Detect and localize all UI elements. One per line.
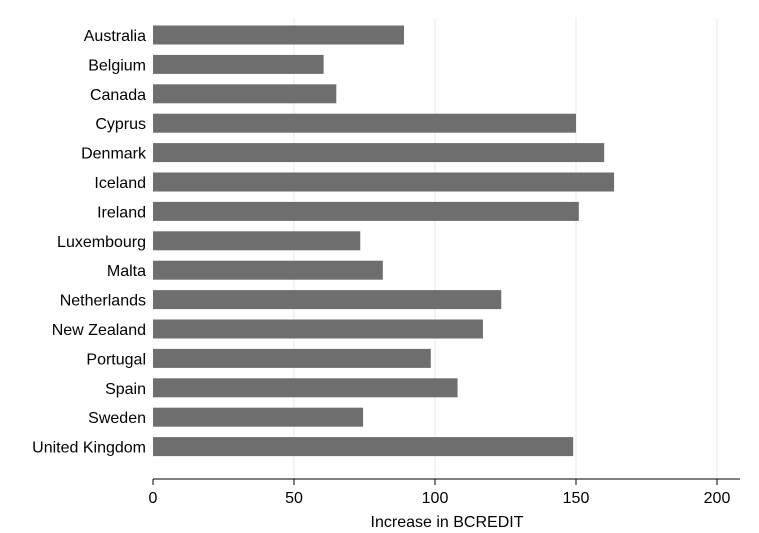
x-tick-label: 0 bbox=[149, 490, 158, 507]
category-label: Denmark bbox=[81, 146, 147, 163]
category-label: New Zealand bbox=[52, 322, 146, 339]
category-labels: Australia Belgium Canada Cyprus Denmark Icela… bbox=[32, 28, 147, 457]
category-label: Ireland bbox=[97, 204, 146, 221]
bar-cyprus bbox=[153, 113, 576, 133]
x-tick-label: 200 bbox=[704, 490, 731, 507]
category-label: Spain bbox=[105, 381, 146, 398]
category-label: Belgium bbox=[88, 57, 146, 74]
x-axis-title: Increase in BCREDIT bbox=[371, 514, 524, 531]
bars bbox=[153, 25, 615, 457]
x-tick-label: 100 bbox=[422, 490, 449, 507]
x-tick-label: 150 bbox=[563, 490, 590, 507]
category-label: Luxembourg bbox=[57, 234, 146, 251]
bar-malta bbox=[153, 260, 383, 280]
category-label: Portugal bbox=[86, 351, 146, 368]
bar-sweden bbox=[153, 407, 364, 427]
category-label: Netherlands bbox=[60, 293, 146, 310]
category-label: Iceland bbox=[94, 175, 146, 192]
bar-canada bbox=[153, 84, 337, 104]
category-label: Cyprus bbox=[95, 116, 146, 133]
category-label: United Kingdom bbox=[32, 440, 146, 457]
bar-australia bbox=[153, 25, 404, 45]
x-tick-label: 50 bbox=[285, 490, 303, 507]
category-label: Sweden bbox=[88, 410, 146, 427]
category-label: Canada bbox=[90, 87, 146, 104]
bar-portugal bbox=[153, 348, 431, 368]
x-axis-ticks: 0 50 100 150 200 bbox=[149, 479, 731, 507]
category-label: Malta bbox=[107, 263, 146, 280]
bar-iceland bbox=[153, 172, 615, 192]
bar-ireland bbox=[153, 201, 579, 221]
bar-luxembourg bbox=[153, 231, 361, 251]
bar-netherlands bbox=[153, 290, 502, 310]
bar-spain bbox=[153, 378, 458, 398]
bar-new-zealand bbox=[153, 319, 483, 339]
bar-belgium bbox=[153, 54, 324, 74]
bar-united-kingdom bbox=[153, 437, 574, 457]
bar-denmark bbox=[153, 143, 605, 163]
category-label: Australia bbox=[84, 28, 146, 45]
